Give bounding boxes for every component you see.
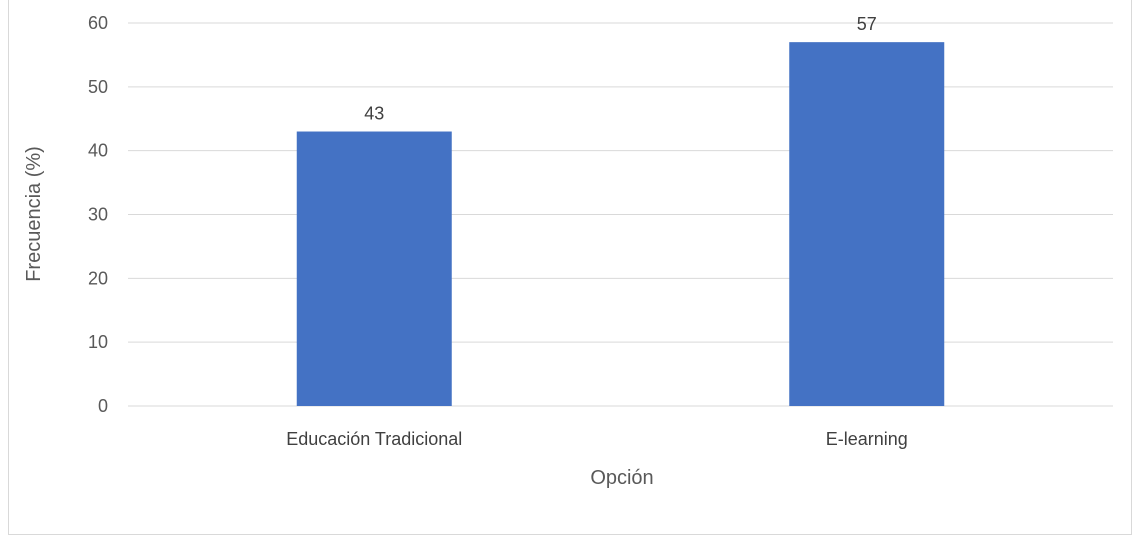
- gridlines: [128, 22, 1113, 407]
- y-tick-label: 0: [98, 396, 108, 416]
- y-tick-label: 30: [88, 205, 108, 225]
- y-tick-label: 60: [88, 13, 108, 33]
- y-axis-title: Frecuencia (%): [23, 146, 45, 282]
- y-tick-label: 40: [88, 141, 108, 161]
- y-tick-label: 20: [88, 268, 108, 288]
- chart-frame: [8, 0, 1132, 535]
- data-labels: 43 57: [364, 14, 877, 123]
- x-category-label-1: Educación Tradicional: [286, 429, 462, 449]
- y-tick-label: 50: [88, 77, 108, 97]
- x-axis-categories: Educación Tradicional E-learning: [286, 429, 908, 449]
- y-tick-label: 10: [88, 332, 108, 352]
- bars: [296, 42, 945, 407]
- x-axis-title: Opción: [590, 467, 653, 489]
- x-category-label-2: E-learning: [826, 429, 908, 449]
- data-label-2: 57: [857, 14, 877, 34]
- y-axis-ticks: 0 10 20 30 40 50 60: [88, 13, 108, 416]
- bar-1: [296, 131, 452, 406]
- data-label-1: 43: [364, 104, 384, 124]
- bar-2: [789, 42, 945, 407]
